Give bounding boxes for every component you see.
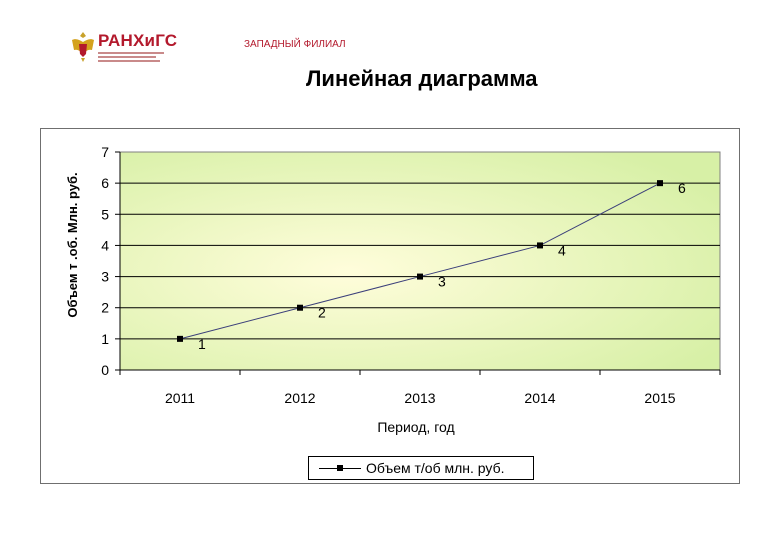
x-axis-label: Период, год (377, 419, 454, 435)
logo-wordmark: РАНХиГС (98, 31, 178, 50)
logo-subtitle-lines (98, 52, 164, 62)
page-title: Линейная диаграмма (306, 66, 538, 91)
y-tick-label: 2 (101, 300, 109, 316)
branch-name: ЗАПАДНЫЙ ФИЛИАЛ (244, 39, 346, 50)
y-tick-label: 6 (101, 175, 109, 191)
x-tick-label: 2011 (165, 390, 195, 406)
data-label: 4 (558, 242, 566, 258)
data-label: 3 (438, 274, 446, 290)
eagle-emblem-icon (72, 32, 94, 62)
x-tick-label: 2015 (644, 390, 675, 406)
data-point-marker (537, 242, 543, 249)
data-label: 2 (318, 305, 326, 321)
x-tick-label: 2014 (524, 390, 555, 406)
data-point-marker (297, 304, 303, 311)
y-tick-labels: 0 1 2 3 4 5 6 7 (101, 144, 109, 378)
chart-frame (40, 128, 740, 484)
y-tick-label: 7 (101, 144, 109, 160)
y-tick-label: 0 (101, 362, 109, 378)
ranepa-logo (70, 30, 170, 66)
axes (115, 151, 721, 375)
data-label: 6 (678, 180, 686, 196)
legend: Объем т/об млн. руб. (308, 456, 534, 480)
y-tick-label: 5 (101, 206, 109, 222)
y-tick-label: 4 (101, 237, 109, 253)
x-tick-labels: 2011 2012 2013 2014 2015 (165, 390, 676, 406)
data-label: 1 (198, 336, 206, 352)
legend-label: Объем т/об млн. руб. (366, 460, 505, 476)
y-tick-label: 1 (101, 331, 109, 347)
x-tick-label: 2012 (284, 390, 315, 406)
data-point-marker (417, 273, 423, 280)
legend-marker-swatch (337, 465, 343, 471)
y-tick-label: 3 (101, 269, 109, 285)
data-point-marker (657, 180, 663, 187)
plot-area (119, 151, 721, 371)
x-tick-label: 2013 (404, 390, 435, 406)
data-point-marker (177, 335, 183, 342)
series-layer: 1 2 3 4 6 (177, 180, 686, 352)
y-axis-label: Объем т .об. Млн. руб. (65, 172, 80, 317)
